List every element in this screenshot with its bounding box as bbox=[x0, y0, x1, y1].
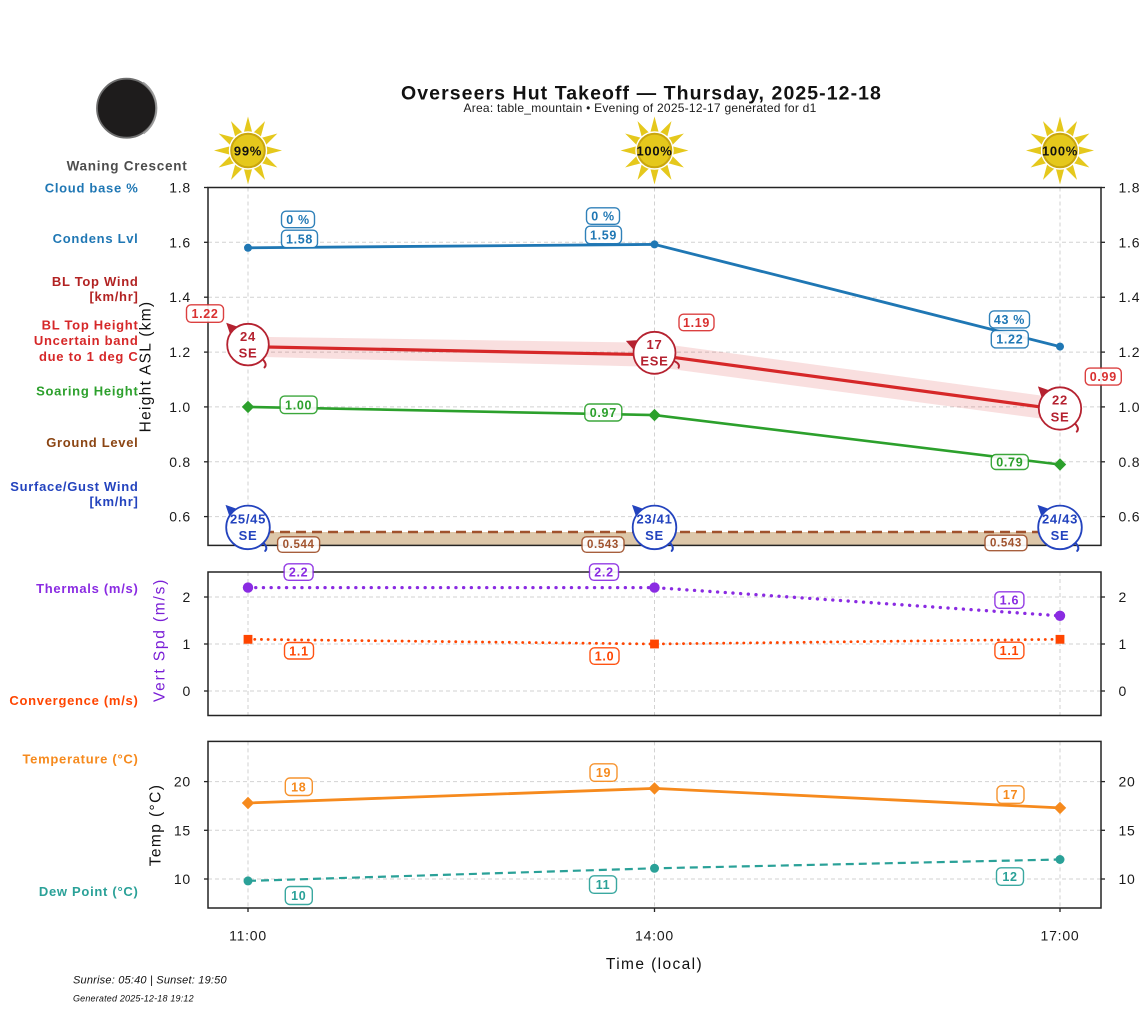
svg-text:1.22: 1.22 bbox=[996, 333, 1023, 347]
svg-text:19: 19 bbox=[596, 766, 611, 780]
svg-text:0.6: 0.6 bbox=[169, 509, 191, 525]
svg-text:BL Top Wind: BL Top Wind bbox=[52, 274, 139, 289]
svg-text:1.6: 1.6 bbox=[169, 234, 191, 250]
svg-text:23/41: 23/41 bbox=[636, 512, 672, 527]
svg-text:0.543: 0.543 bbox=[990, 538, 1022, 550]
svg-text:1.2: 1.2 bbox=[169, 344, 191, 360]
svg-text:1: 1 bbox=[182, 636, 191, 652]
svg-text:SE: SE bbox=[645, 528, 664, 543]
svg-text:1.1: 1.1 bbox=[289, 644, 308, 658]
svg-text:0.8: 0.8 bbox=[1119, 454, 1141, 470]
svg-text:2: 2 bbox=[1119, 589, 1128, 605]
svg-text:0 %: 0 % bbox=[591, 210, 615, 224]
svg-text:11: 11 bbox=[596, 878, 611, 892]
svg-text:0: 0 bbox=[1119, 683, 1128, 699]
svg-text:Area: table_mountain • Evening: Area: table_mountain • Evening of 2025-1… bbox=[463, 101, 816, 115]
svg-text:100%: 100% bbox=[1042, 144, 1078, 159]
svg-text:17:00: 17:00 bbox=[1041, 928, 1080, 944]
svg-text:SE: SE bbox=[239, 345, 258, 360]
svg-text:BL Top Height: BL Top Height bbox=[42, 317, 139, 332]
svg-text:0.99: 0.99 bbox=[1090, 370, 1117, 384]
svg-text:Temperature (°C): Temperature (°C) bbox=[22, 752, 138, 767]
svg-text:1.58: 1.58 bbox=[286, 233, 313, 247]
svg-text:SE: SE bbox=[1051, 409, 1070, 424]
svg-text:18: 18 bbox=[291, 780, 306, 794]
svg-text:Cloud base %: Cloud base % bbox=[45, 180, 139, 195]
svg-text:10: 10 bbox=[174, 871, 191, 887]
svg-text:Condens Lvl: Condens Lvl bbox=[53, 231, 139, 246]
svg-text:1.0: 1.0 bbox=[1119, 399, 1141, 415]
svg-text:1.8: 1.8 bbox=[1119, 180, 1141, 196]
svg-text:1: 1 bbox=[1119, 636, 1128, 652]
svg-text:12: 12 bbox=[1002, 870, 1017, 884]
svg-text:0.543: 0.543 bbox=[587, 539, 619, 551]
svg-text:1.2: 1.2 bbox=[1119, 344, 1141, 360]
svg-text:0.544: 0.544 bbox=[283, 539, 315, 551]
svg-text:Dew Point (°C): Dew Point (°C) bbox=[39, 884, 139, 899]
svg-text:Vert Spd (m/s): Vert Spd (m/s) bbox=[152, 578, 169, 702]
svg-text:0 %: 0 % bbox=[286, 213, 310, 227]
svg-text:0.97: 0.97 bbox=[590, 406, 617, 420]
svg-text:Soaring Height: Soaring Height bbox=[36, 384, 138, 399]
svg-text:1.6: 1.6 bbox=[1000, 594, 1019, 608]
svg-text:Sunrise: 05:40 | Sunset: 19:50: Sunrise: 05:40 | Sunset: 19:50 bbox=[73, 975, 227, 987]
svg-text:1.4: 1.4 bbox=[1119, 289, 1141, 305]
svg-text:1.00: 1.00 bbox=[285, 398, 312, 412]
svg-text:100%: 100% bbox=[636, 144, 672, 159]
svg-text:due to 1 deg C: due to 1 deg C bbox=[39, 349, 139, 364]
svg-text:1.0: 1.0 bbox=[595, 650, 614, 664]
svg-text:11:00: 11:00 bbox=[229, 928, 267, 944]
svg-text:Temp (°C): Temp (°C) bbox=[148, 784, 165, 867]
svg-text:20: 20 bbox=[1119, 774, 1136, 790]
svg-text:1.4: 1.4 bbox=[169, 289, 191, 305]
svg-text:1.0: 1.0 bbox=[169, 399, 191, 415]
svg-text:SE: SE bbox=[239, 528, 258, 543]
svg-text:25/45: 25/45 bbox=[230, 512, 266, 527]
svg-text:20: 20 bbox=[174, 774, 191, 790]
svg-text:17: 17 bbox=[1003, 788, 1018, 802]
svg-text:[km/hr]: [km/hr] bbox=[89, 289, 138, 304]
svg-text:Thermals (m/s): Thermals (m/s) bbox=[36, 581, 138, 596]
svg-text:17: 17 bbox=[647, 337, 663, 352]
svg-text:1.22: 1.22 bbox=[191, 307, 218, 321]
svg-text:0.79: 0.79 bbox=[996, 456, 1023, 470]
svg-text:2.2: 2.2 bbox=[289, 566, 308, 580]
svg-text:15: 15 bbox=[1119, 822, 1136, 838]
svg-text:0.8: 0.8 bbox=[169, 454, 191, 470]
svg-text:99%: 99% bbox=[234, 144, 262, 159]
svg-text:[km/hr]: [km/hr] bbox=[89, 494, 138, 509]
svg-text:24: 24 bbox=[240, 329, 256, 344]
svg-text:24/43: 24/43 bbox=[1042, 512, 1078, 527]
svg-text:1.59: 1.59 bbox=[590, 229, 617, 243]
svg-text:43 %: 43 % bbox=[994, 313, 1025, 327]
svg-text:Generated 2025-12-18 19:12: Generated 2025-12-18 19:12 bbox=[73, 994, 194, 1004]
svg-text:14:00: 14:00 bbox=[635, 928, 674, 944]
svg-text:SE: SE bbox=[1051, 528, 1070, 543]
svg-text:10: 10 bbox=[1119, 871, 1136, 887]
svg-text:2.2: 2.2 bbox=[594, 566, 613, 580]
svg-text:Surface/Gust Wind: Surface/Gust Wind bbox=[10, 479, 138, 494]
svg-text:0.6: 0.6 bbox=[1119, 509, 1141, 525]
svg-text:10: 10 bbox=[291, 889, 306, 903]
svg-text:2: 2 bbox=[182, 589, 191, 605]
svg-text:ESE: ESE bbox=[640, 354, 668, 369]
svg-text:0: 0 bbox=[182, 683, 191, 699]
svg-text:1.6: 1.6 bbox=[1119, 234, 1141, 250]
svg-text:Waning Crescent: Waning Crescent bbox=[67, 159, 188, 174]
svg-text:Time (local): Time (local) bbox=[606, 956, 703, 973]
svg-text:Uncertain band: Uncertain band bbox=[34, 333, 139, 348]
svg-text:22: 22 bbox=[1052, 393, 1068, 408]
svg-text:Convergence (m/s): Convergence (m/s) bbox=[9, 693, 138, 708]
svg-text:Ground Level: Ground Level bbox=[46, 435, 138, 450]
svg-text:1.8: 1.8 bbox=[169, 180, 191, 196]
svg-text:1.1: 1.1 bbox=[1000, 644, 1019, 658]
svg-text:Overseers Hut Takeoff — Thursd: Overseers Hut Takeoff — Thursday, 2025-1… bbox=[401, 82, 882, 104]
svg-text:Height ASL (km): Height ASL (km) bbox=[138, 301, 155, 433]
svg-text:15: 15 bbox=[174, 822, 191, 838]
svg-text:1.19: 1.19 bbox=[683, 316, 710, 330]
